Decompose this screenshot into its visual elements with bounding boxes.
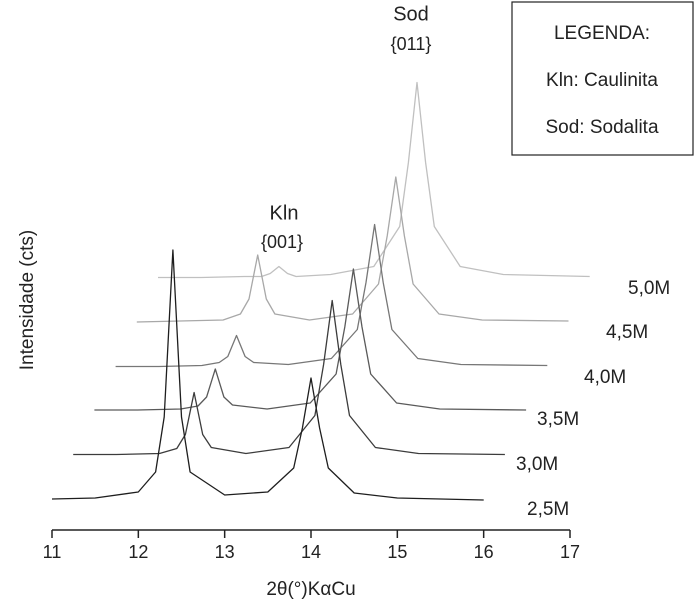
annotation: Kln [270,202,299,224]
legend-entry: Sod: Sodalita [545,117,658,138]
series-line [158,81,590,279]
series-line [136,176,569,323]
x-tick-label: 13 [215,542,235,562]
y-axis-label: Intensidade (cts) [17,230,38,370]
annotation: {011} [391,34,432,54]
series-label: 5,0M [628,278,670,299]
legend-title: LEGENDA: [554,23,650,44]
legend-box [511,1,694,156]
series-label: 3,5M [537,409,579,430]
series-line [115,223,548,368]
series-line [94,268,527,411]
x-tick-label: 15 [387,542,407,562]
series-label: 3,0M [516,454,558,475]
annotation: Sod [393,3,429,25]
series-label: 4,0M [584,367,626,388]
series-label: 2,5M [527,499,569,520]
annotation: {001} [261,232,303,252]
x-tick-label: 12 [128,542,148,562]
series-label: 4,5M [606,322,648,343]
x-tick-label: 16 [474,542,494,562]
legend-entry: Kln: Caulinita [546,70,658,91]
x-axis-label: 2θ(°)KαCu [266,579,355,600]
series-line [73,299,505,456]
x-tick-label: 14 [301,542,321,562]
x-tick-label: 11 [43,542,62,562]
x-tick-label: 17 [560,542,580,562]
series-line [51,249,484,501]
